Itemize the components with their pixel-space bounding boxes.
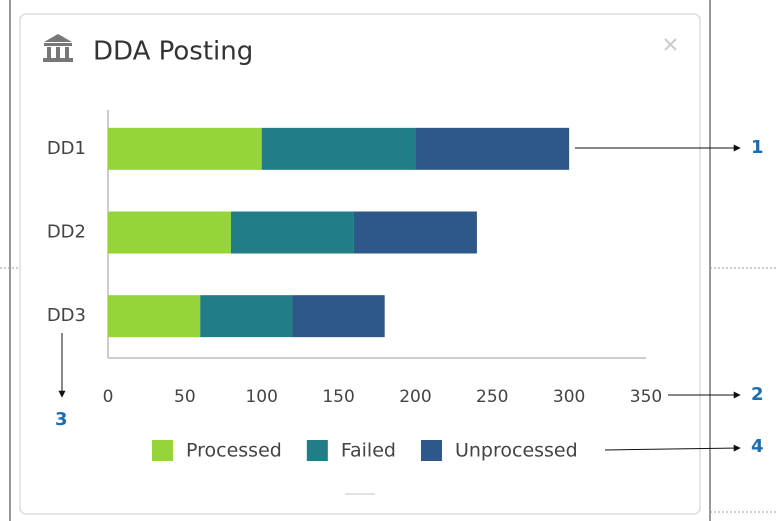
x-tick-label: 100 [245,387,277,407]
widget-title: DDA Posting [93,37,253,67]
bank-icon [43,34,73,62]
callout-number: 1 [751,137,764,158]
legend-swatch [420,440,442,461]
x-tick-label: 50 [174,387,196,407]
legend-label: Processed [186,440,282,462]
x-tick-label: 200 [399,387,431,407]
legend-swatch [152,440,173,461]
close-button[interactable] [664,38,677,51]
legend-swatch [306,440,328,461]
x-tick-label: 0 [103,387,114,407]
callout-number: 2 [751,384,764,405]
x-tick-label: 300 [553,387,585,407]
bar-segment [353,211,477,254]
bar-segment [108,127,262,170]
callout-number: 3 [55,409,68,430]
bar-segment [108,295,201,338]
y-tick-label: DD1 [47,138,86,159]
bar-segment [108,211,231,254]
bar-segment [230,211,354,254]
x-tick-label: 350 [630,387,662,407]
callout-number: 4 [751,436,764,457]
x-tick-label: 250 [476,387,508,407]
bar-segment [415,127,570,170]
callout-arrow [604,444,741,452]
bar-segment [292,295,385,338]
bar-segment [200,295,293,338]
x-tick-label: 150 [322,387,354,407]
y-tick-label: DD3 [47,305,86,326]
legend-label: Unprocessed [455,440,578,462]
y-tick-label: DD2 [47,222,86,243]
bar-segment [261,127,416,170]
legend-label: Failed [341,440,396,462]
